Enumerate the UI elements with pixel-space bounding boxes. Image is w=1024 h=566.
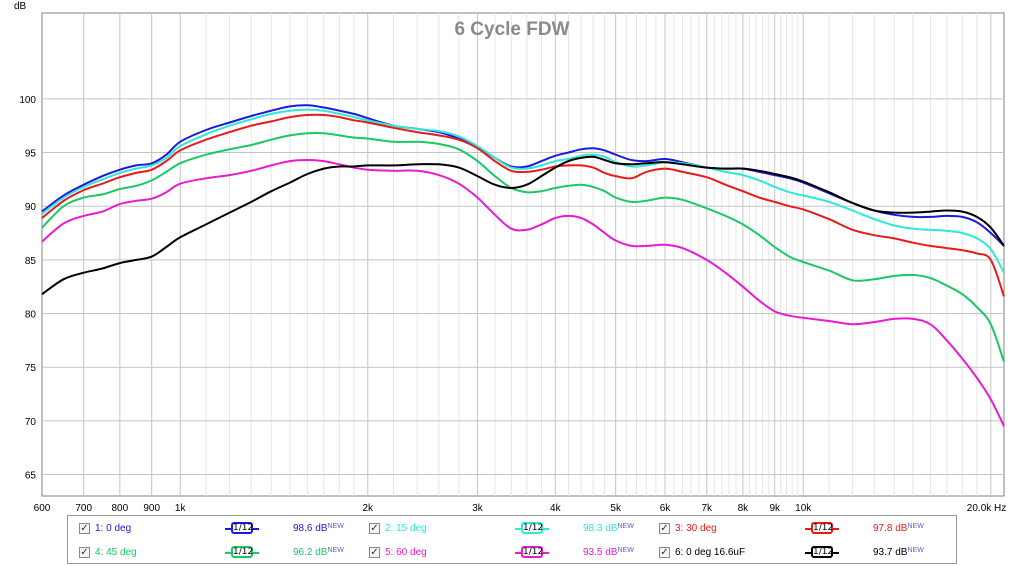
chart: 600 700 800 900 1k 2k 3k 4k 5k 6k 7k 8k 9k 10k 20.0k H… xyxy=(14,1,1007,514)
y-tick-label: 80 xyxy=(25,310,37,321)
legend-panel: ✓ 1: 0 deg 1/12 98.6 dBNEW ✓ 2: 15 deg 1/12 98.… xyxy=(67,515,957,564)
series-layer xyxy=(41,104,1005,427)
legend-series-name: 6: 0 deg 16.6uF xyxy=(675,547,746,558)
legend-series-name: 4: 45 deg xyxy=(95,547,137,558)
y-tick-label: 70 xyxy=(25,417,37,428)
legend-value: 93.7 dBNEW xyxy=(873,547,924,558)
smoothing-indicator[interactable]: 1/12 xyxy=(805,546,845,560)
legend-value: 96.2 dBNEW xyxy=(293,547,344,558)
legend-item-4: ✓ 4: 45 deg 1/12 96.2 dBNEW xyxy=(79,546,359,562)
legend-checkbox[interactable]: ✓ xyxy=(79,547,90,558)
smoothing-label: 1/12 xyxy=(811,546,834,558)
legend-checkbox[interactable]: ✓ xyxy=(659,523,670,534)
major-grid xyxy=(42,13,1004,496)
series-line-4 xyxy=(41,131,1005,363)
smoothing-label: 1/12 xyxy=(231,546,254,558)
series-line-5 xyxy=(41,159,1005,427)
smoothing-indicator[interactable]: 1/12 xyxy=(225,522,265,536)
x-tick-label: 8k xyxy=(738,503,750,514)
x-tick-label: 800 xyxy=(111,503,128,514)
legend-checkbox[interactable]: ✓ xyxy=(659,547,670,558)
legend-value: 93.5 dBNEW xyxy=(583,547,634,558)
y-tick-labels: 65 70 75 80 85 90 95 100 xyxy=(19,95,36,482)
legend-checkbox[interactable]: ✓ xyxy=(369,523,380,534)
legend-series-name: 2: 15 deg xyxy=(385,523,427,534)
legend-item-1: ✓ 1: 0 deg 1/12 98.6 dBNEW xyxy=(79,522,359,538)
legend-item-3: ✓ 3: 30 deg 1/12 97.8 dBNEW xyxy=(659,522,939,538)
x-tick-label: 20.0k Hz xyxy=(967,503,1006,514)
legend-item-2: ✓ 2: 15 deg 1/12 98.3 dBNEW xyxy=(369,522,649,538)
y-tick-label: 95 xyxy=(25,149,37,160)
y-tick-label: 85 xyxy=(25,256,37,267)
smoothing-label: 1/12 xyxy=(521,522,544,534)
y-tick-label: 100 xyxy=(19,95,36,106)
x-tick-label: 600 xyxy=(34,503,51,514)
y-tick-label: 65 xyxy=(25,471,37,482)
x-tick-label: 4k xyxy=(550,503,562,514)
x-tick-label: 10k xyxy=(795,503,812,514)
series-line-2 xyxy=(41,108,1005,274)
legend-item-6: ✓ 6: 0 deg 16.6uF 1/12 93.7 dBNEW xyxy=(659,546,939,562)
legend-series-name: 1: 0 deg xyxy=(95,523,132,534)
smoothing-indicator[interactable]: 1/12 xyxy=(805,522,845,536)
x-tick-label: 3k xyxy=(472,503,484,514)
legend-checkbox[interactable]: ✓ xyxy=(79,523,90,534)
legend-checkbox[interactable]: ✓ xyxy=(369,547,380,558)
smoothing-label: 1/12 xyxy=(231,522,254,534)
x-tick-label: 900 xyxy=(143,503,160,514)
smoothing-label: 1/12 xyxy=(811,522,834,534)
series-line-3 xyxy=(41,113,1005,297)
smoothing-indicator[interactable]: 1/12 xyxy=(515,546,555,560)
legend-item-5: ✓ 5: 60 deg 1/12 93.5 dBNEW xyxy=(369,546,649,562)
x-tick-label: 9k xyxy=(769,503,781,514)
minor-grid xyxy=(205,13,978,496)
legend-value: 97.8 dBNEW xyxy=(873,523,924,534)
x-tick-label: 5k xyxy=(610,503,622,514)
smoothing-indicator[interactable]: 1/12 xyxy=(515,522,555,536)
y-tick-label: 90 xyxy=(25,202,37,213)
x-tick-label: 2k xyxy=(362,503,374,514)
y-axis-label: dB xyxy=(14,1,27,12)
x-tick-labels: 600 700 800 900 1k 2k 3k 4k 5k 6k 7k 8k 9k 10k 20.0k H… xyxy=(34,503,1007,514)
legend-series-name: 5: 60 deg xyxy=(385,547,427,558)
legend-series-name: 3: 30 deg xyxy=(675,523,717,534)
x-tick-label: 6k xyxy=(660,503,672,514)
x-tick-label: 1k xyxy=(175,503,187,514)
smoothing-label: 1/12 xyxy=(521,546,544,558)
plot-frame xyxy=(41,12,1005,497)
y-tick-label: 75 xyxy=(25,363,37,374)
smoothing-indicator[interactable]: 1/12 xyxy=(225,546,265,560)
legend-value: 98.3 dBNEW xyxy=(583,523,634,534)
chart-title: 6 Cycle FDW xyxy=(454,19,569,40)
series-line-6 xyxy=(41,155,1005,296)
x-tick-label: 700 xyxy=(75,503,92,514)
legend-value: 98.6 dBNEW xyxy=(293,523,344,534)
x-tick-label: 7k xyxy=(701,503,713,514)
